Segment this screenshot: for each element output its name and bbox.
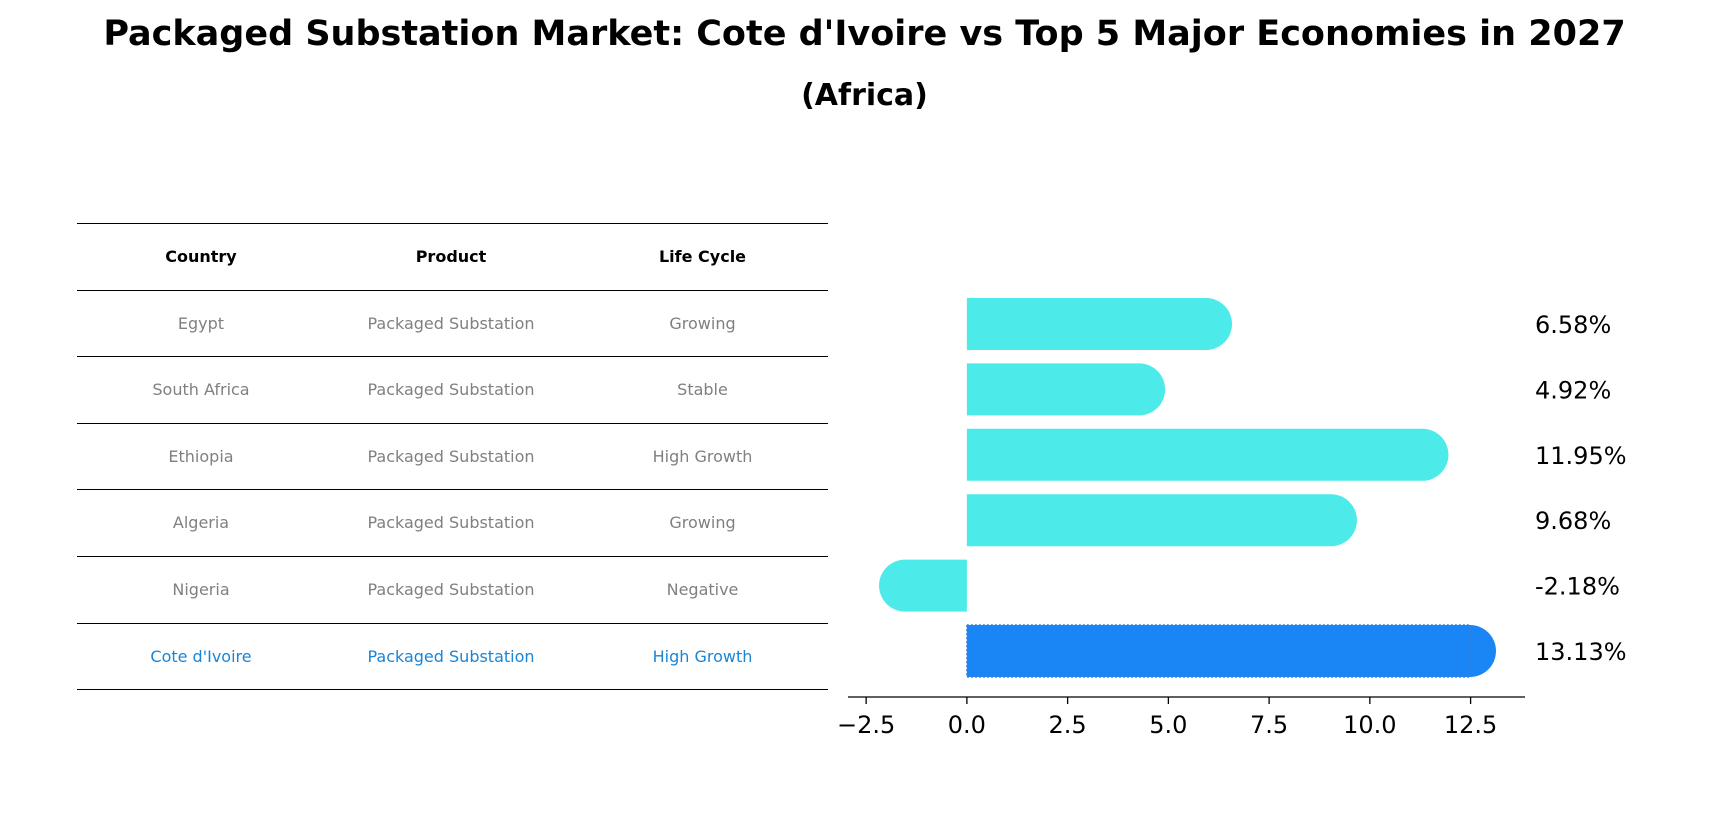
- table-row: Cote d'Ivoire Packaged Substation High Gro…: [77, 623, 828, 690]
- table-cell: Negative: [666, 580, 739, 599]
- table-cell: Algeria: [172, 513, 230, 533]
- table-row: Ethiopia Packaged Substation High Growth: [77, 423, 828, 490]
- table-rule: [77, 622, 828, 624]
- table-row: Egypt Packaged Substation Growing: [77, 290, 828, 357]
- table-row: Nigeria Packaged Substation Negative: [77, 556, 828, 623]
- x-tick-label: 7.5: [1250, 711, 1288, 739]
- table-rule: [77, 556, 828, 557]
- chart-title: Packaged Substation Market: Cote d'Ivoir…: [103, 14, 1626, 54]
- table-cell: Ethiopia: [168, 446, 234, 466]
- table-cell: Nigeria: [172, 580, 230, 599]
- table-cell: South Africa: [152, 380, 250, 400]
- bar-value-label: 6.58%: [1535, 311, 1611, 339]
- table-cell: Growing: [669, 313, 736, 333]
- table-rule: [77, 223, 828, 224]
- bar-value-label: -2.18%: [1535, 573, 1620, 601]
- table-cell: Packaged Substation: [367, 580, 535, 599]
- table-row: South Africa Packaged Substation Stable: [77, 356, 828, 423]
- bar: [966, 363, 1166, 416]
- x-tick-label: −2.5: [837, 711, 895, 739]
- bar: [966, 494, 1357, 547]
- x-tick-label: 0.0: [948, 711, 986, 739]
- table-header-cell: Life Cycle: [658, 247, 747, 266]
- bar-value-label: 13.13%: [1535, 638, 1627, 666]
- table-cell: Packaged Substation: [367, 313, 535, 333]
- bar-value-label: 9.68%: [1535, 507, 1611, 535]
- table-cell: Egypt: [177, 313, 225, 333]
- table-cell: High Growth: [652, 646, 753, 666]
- bar: [966, 625, 1496, 677]
- x-tick-label: 10.0: [1343, 711, 1396, 739]
- x-tick-label: 12.5: [1444, 711, 1497, 739]
- table-header-row: Country Product Life Cycle: [77, 223, 828, 290]
- highlight-bar-outline: [966, 624, 1471, 678]
- table-rule: [77, 289, 828, 291]
- table-cell: Packaged Substation: [367, 446, 535, 466]
- table-cell: High Growth: [652, 446, 753, 466]
- bar-value-label: 4.92%: [1535, 376, 1611, 404]
- table-cell: Growing: [669, 513, 736, 533]
- x-tick-label: 5.0: [1149, 711, 1187, 739]
- bar: [966, 298, 1233, 350]
- table-rule: [77, 356, 828, 358]
- table-cell: Packaged Substation: [367, 380, 535, 400]
- table-rule: [77, 422, 828, 424]
- table-header-cell: Product: [415, 247, 487, 266]
- table-row: Algeria Packaged Substation Growing: [77, 489, 828, 556]
- table-rule: [77, 689, 828, 691]
- table-cell: Packaged Substation: [367, 513, 535, 533]
- bar: [966, 428, 1449, 481]
- chart-subtitle: (Africa): [801, 78, 928, 113]
- table-rule: [77, 489, 828, 491]
- table-cell: Packaged Substation: [367, 646, 535, 666]
- x-tick-label: 2.5: [1049, 711, 1087, 739]
- bar: [879, 559, 967, 612]
- bar-value-label: 11.95%: [1535, 442, 1627, 470]
- table-cell: Stable: [677, 380, 728, 400]
- table-header-cell: Country: [165, 247, 237, 266]
- table-cell: Cote d'Ivoire: [150, 646, 252, 666]
